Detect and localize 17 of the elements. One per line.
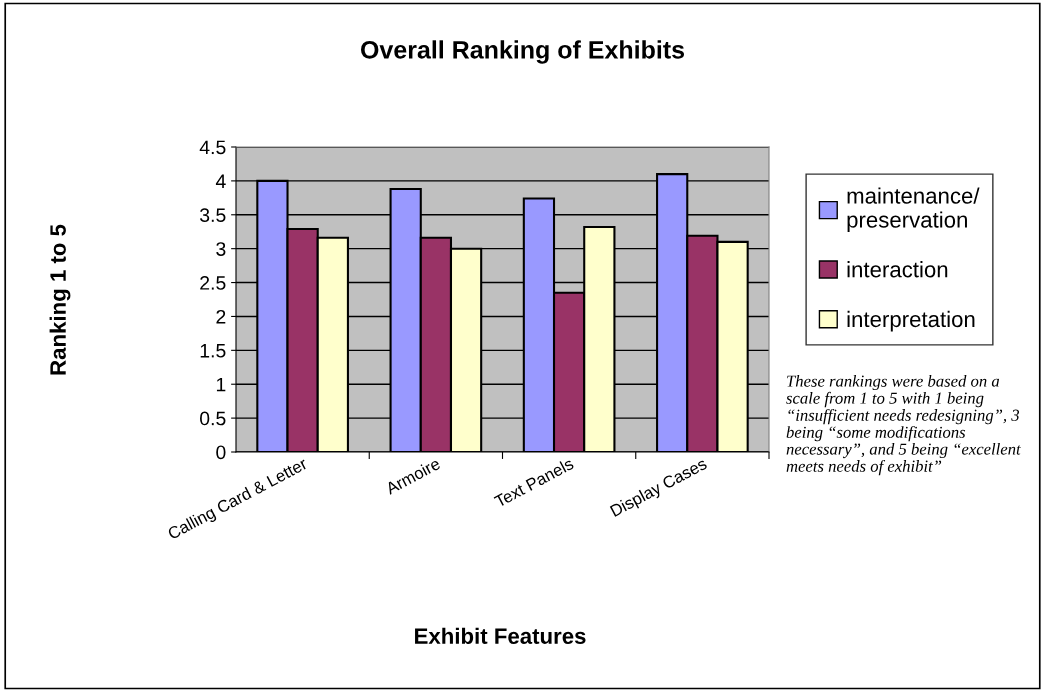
legend-label: interaction (847, 261, 948, 278)
y-tick-label: 3.5 (199, 208, 226, 223)
y-tick-label: 0.5 (200, 411, 226, 426)
x-axis-title: Exhibit Features (415, 627, 586, 644)
chart-title: Overall Ranking of Exhibits (361, 40, 685, 64)
y-tick-label: 1 (216, 377, 226, 392)
y-tick-label: 2.5 (200, 276, 226, 290)
y-tick-label: 1.5 (200, 344, 226, 358)
legend-label: maintenance/ preservation (847, 187, 980, 233)
legend-label: interpretation (847, 310, 975, 332)
y-tick-label: 4.5 (199, 140, 226, 155)
y-axis-title: Ranking 1 to 5 (49, 224, 71, 375)
y-tick-label: 4 (215, 174, 226, 188)
y-tick-label: 3 (216, 242, 226, 256)
text: These rankings were based on a scale from 1 to 5 with 1 being “insufficient needs redesigning”, 3 being “some modifications necessary”, and 5 being “excellent meets needs of exhibit” (786, 375, 1021, 476)
y-tick-label: 2 (216, 309, 226, 324)
y-tick-label: 0 (216, 445, 226, 460)
